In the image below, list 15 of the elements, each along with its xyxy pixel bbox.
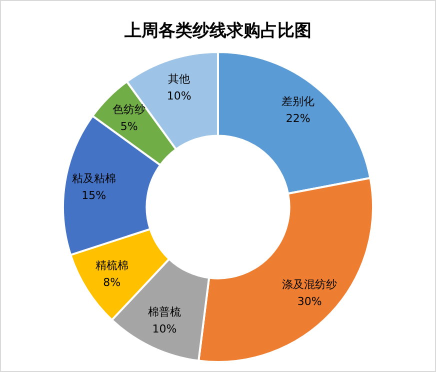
data-label: 22%	[286, 112, 310, 125]
data-label: 15%	[82, 189, 106, 202]
chart-title: 上周各类纱线求购占比图	[124, 20, 312, 42]
slice-label: 精梳棉	[95, 259, 128, 272]
slice-label: 棉普梳	[148, 306, 181, 319]
data-label: 5%	[120, 120, 138, 133]
data-label: 10%	[152, 322, 177, 336]
data-label: 30%	[297, 294, 322, 308]
slice-label: 涤及混纺纱	[282, 278, 338, 291]
data-label: 10%	[166, 89, 192, 102]
slice-label: 色纺纱	[112, 102, 146, 116]
slice-label: 粘及粘棉	[72, 172, 116, 186]
slice-label: 其他	[168, 72, 190, 86]
data-label: 8%	[103, 276, 121, 290]
slice-label: 差别化	[282, 95, 315, 108]
